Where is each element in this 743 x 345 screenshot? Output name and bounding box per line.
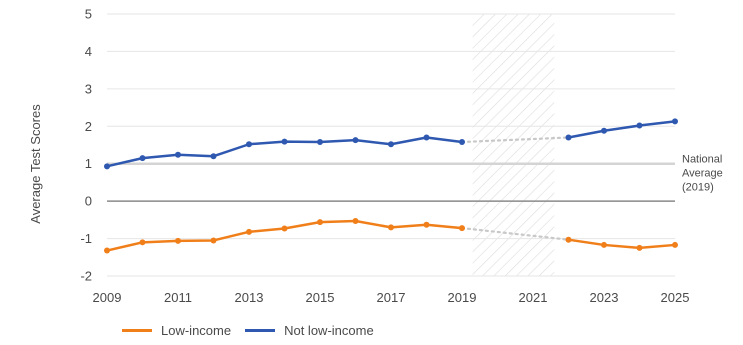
data-point-low-income (423, 221, 430, 228)
series-line-low-income (106, 219, 463, 252)
y-tick-label: 2 (85, 119, 92, 134)
data-point-not-low-income (352, 137, 359, 144)
legend-item-not-low-income: Not low-income (245, 323, 374, 338)
data-point-low-income (281, 225, 288, 232)
series-line-low-income (568, 238, 676, 250)
data-point-low-income (565, 236, 572, 243)
y-tick-label: 5 (85, 7, 92, 22)
y-tick-label: 3 (85, 81, 92, 96)
data-point-low-income (139, 239, 146, 246)
data-point-not-low-income (565, 134, 572, 141)
data-point-not-low-income (210, 153, 217, 160)
legend-item-low-income: Low-income (122, 323, 231, 338)
data-point-low-income (246, 228, 252, 235)
data-point-not-low-income (672, 118, 678, 125)
series-gap-low-income (460, 226, 570, 241)
series-not-low-income (104, 118, 678, 170)
data-point-low-income (210, 237, 217, 244)
data-point-low-income (672, 241, 678, 248)
data-point-not-low-income (246, 141, 252, 148)
legend-swatch-low-income (122, 329, 152, 332)
data-point-not-low-income (459, 139, 465, 146)
reference-line-label: National Average (2019) (682, 154, 723, 194)
data-point-not-low-income (601, 127, 607, 134)
data-point-low-income (388, 224, 394, 231)
x-tick-label: 2017 (377, 290, 406, 305)
x-tick-label: 2015 (306, 290, 335, 305)
x-tick-label: 2025 (661, 290, 690, 305)
shaded-period (472, 14, 555, 276)
data-point-not-low-income (175, 151, 181, 158)
series-low-income (104, 217, 678, 254)
x-tick-label: 2013 (235, 290, 264, 305)
data-point-low-income (601, 241, 607, 248)
x-tick-label: 2011 (164, 290, 192, 305)
y-tick-label: -1 (80, 231, 92, 246)
x-tick-label: 2009 (93, 290, 122, 305)
data-point-low-income (104, 247, 110, 254)
legend-label-low-income: Low-income (161, 323, 232, 338)
y-tick-label: -2 (80, 269, 92, 284)
x-tick-label: 2019 (448, 290, 477, 305)
data-point-not-low-income (423, 134, 430, 141)
x-tick-label: 2021 (519, 290, 548, 305)
legend-label-not-low-income: Not low-income (284, 323, 374, 338)
data-point-low-income (317, 219, 323, 226)
data-point-low-income (636, 244, 643, 251)
data-point-not-low-income (104, 163, 110, 170)
y-tick-label: 0 (85, 194, 92, 209)
x-tick-label: 2023 (590, 290, 619, 305)
data-point-not-low-income (388, 141, 394, 148)
data-point-low-income (352, 217, 359, 224)
data-point-not-low-income (317, 139, 323, 146)
data-point-not-low-income (636, 122, 643, 129)
legend: Low-income Not low-income (122, 323, 388, 338)
y-tick-label: 4 (85, 44, 92, 59)
data-point-low-income (175, 237, 181, 244)
y-axis-label: Average Test Scores (28, 104, 43, 224)
series-line-not-low-income (568, 120, 676, 139)
data-point-not-low-income (139, 155, 146, 162)
y-tick-label: 1 (85, 156, 92, 171)
data-point-low-income (459, 225, 465, 232)
data-point-not-low-income (281, 138, 288, 145)
series-gap-not-low-income (460, 136, 570, 144)
legend-swatch-not-low-income (245, 329, 276, 332)
